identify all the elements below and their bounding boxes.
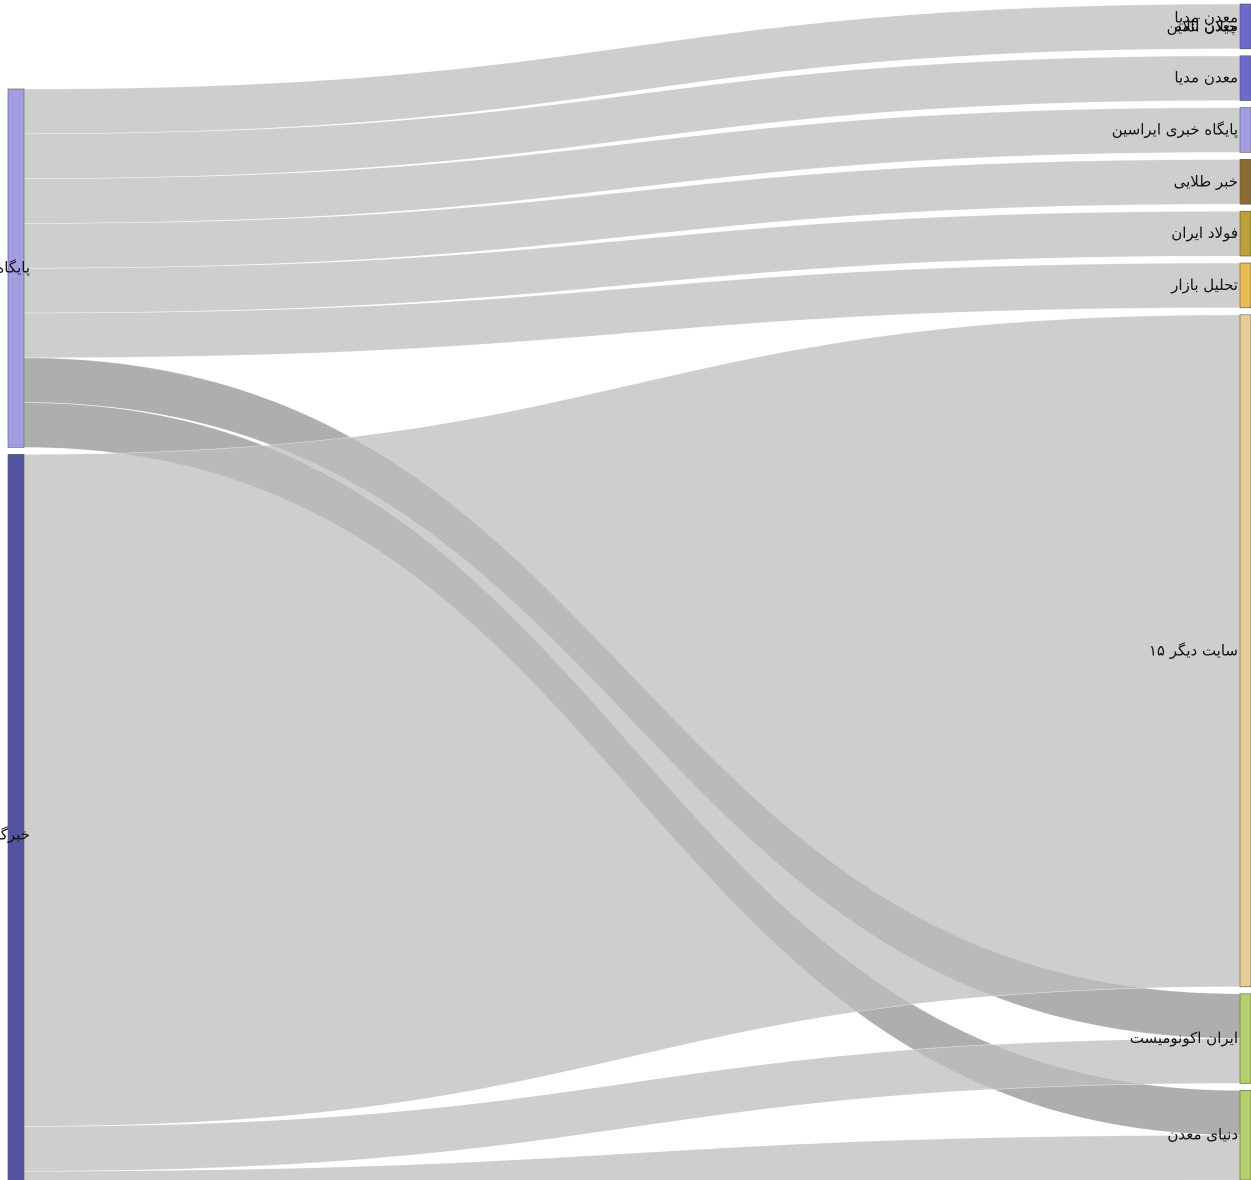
target-label-9: ایران اکونومیست: [1130, 1029, 1238, 1047]
target-node-9: [1239, 993, 1251, 1084]
link-10: [23, 1134, 1241, 1180]
label-layer: پایگاه خبری بازار سرمایه ایران خبرگزاری ت…: [0, 9, 1238, 1144]
target-node-7: [1239, 262, 1251, 309]
source-label-0: پایگاه خبری بازار سرمایه ایران: [0, 259, 30, 278]
link-layer: [23, 3, 1241, 1180]
target-label-3: معدن مدیا: [1174, 69, 1238, 87]
target-label-0: معدن مدیا: [1174, 9, 1238, 27]
target-node-8: [1239, 314, 1251, 988]
source-node-1: [7, 454, 25, 1180]
node-layer: [7, 3, 1251, 1180]
target-node-4: [1239, 107, 1251, 153]
target-node-10: [1239, 1090, 1251, 1180]
target-label-8: ۱۵ سایت دیگر: [1149, 641, 1238, 659]
target-node-2: [1239, 3, 1251, 50]
target-label-7: تحلیل بازار: [1170, 276, 1238, 294]
target-node-6: [1239, 210, 1251, 257]
source-label-1: خبرگزاری تسنیم: [0, 826, 30, 844]
target-label-4: پایگاه خبری ایراسین: [1112, 121, 1238, 140]
target-node-5: [1239, 159, 1251, 205]
target-label-1: چیلان آنلاین: [1167, 18, 1238, 36]
source-node-0: [7, 88, 25, 448]
target-label-6: فولاد ایران: [1171, 224, 1238, 242]
target-label-2: معدن نامه: [1174, 17, 1238, 35]
target-node-3: [1239, 55, 1251, 101]
target-label-10: دنیای معدن: [1167, 1126, 1238, 1144]
target-label-5: خبر طلایی: [1174, 172, 1238, 190]
